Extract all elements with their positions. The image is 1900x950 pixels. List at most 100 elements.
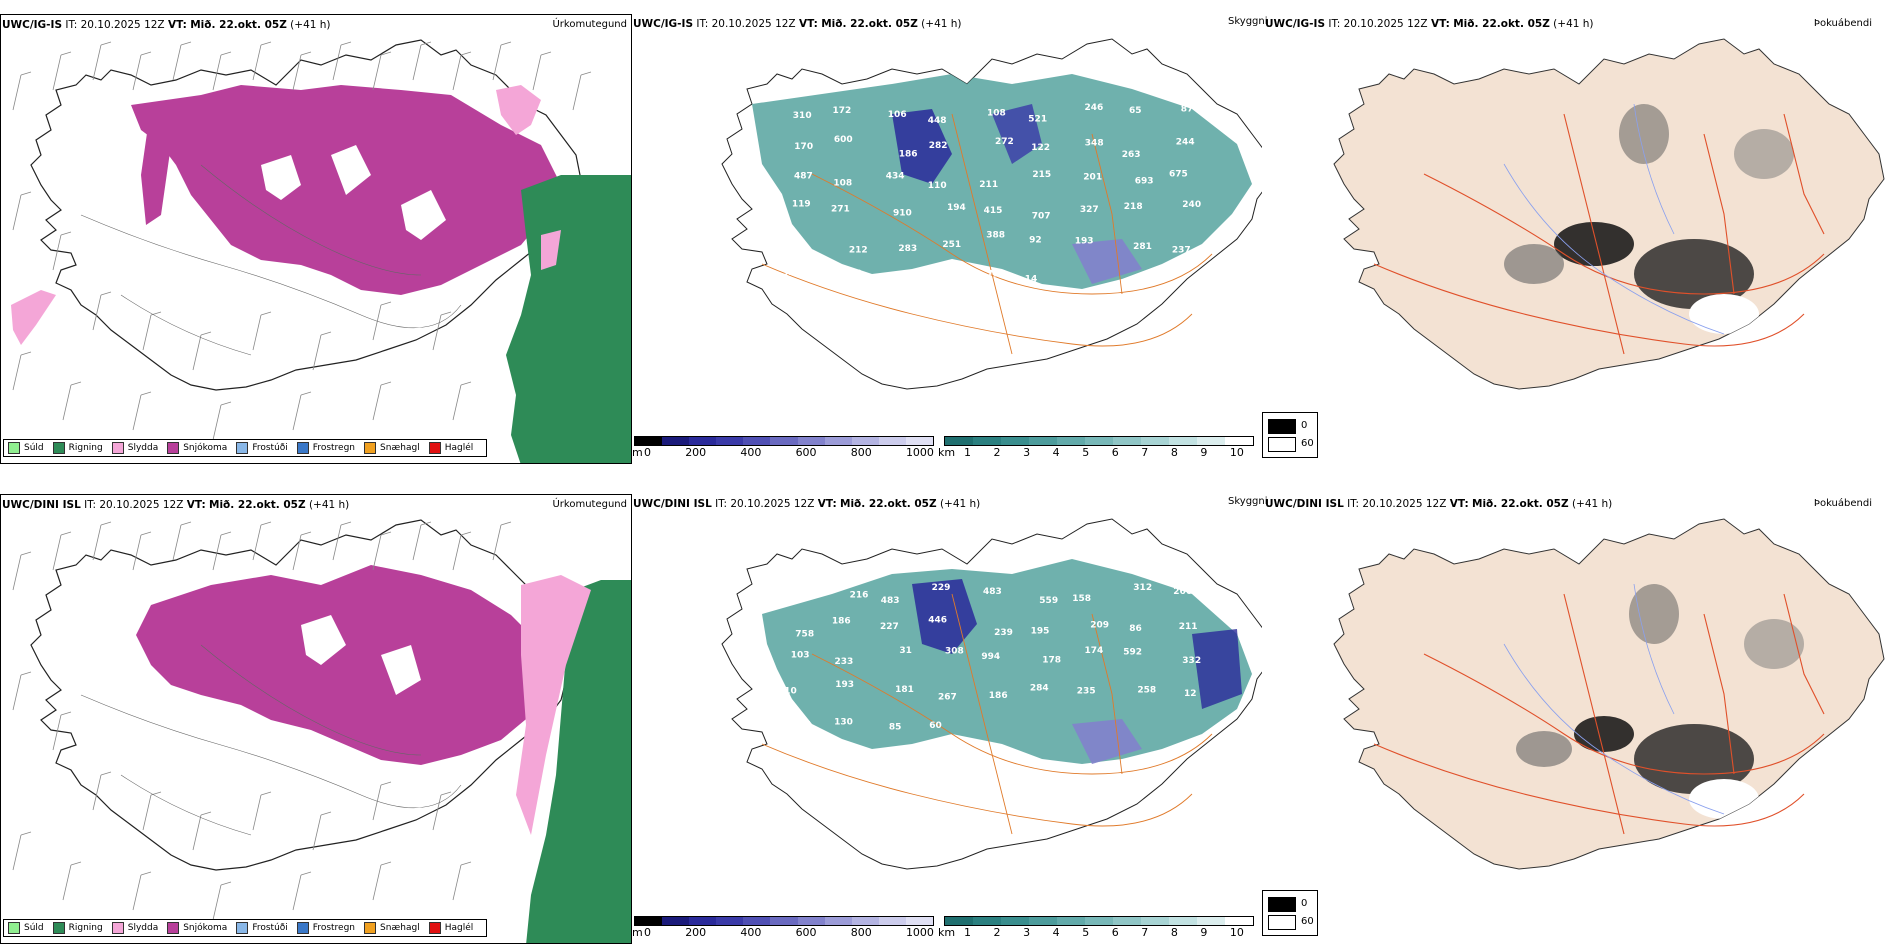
tick: 5 xyxy=(1082,926,1090,939)
legend-label: Frostúði xyxy=(252,923,288,933)
precip-type-panel-row1: UWC/IG-IS IT: 20.10.2025 12Z VT: Mið. 22… xyxy=(0,14,632,464)
cloud-base-label: 312 xyxy=(1133,583,1152,593)
legend-label: Frostregn xyxy=(312,443,356,453)
cloud-base-label: 170 xyxy=(794,142,813,152)
tick: 8 xyxy=(1170,446,1178,459)
snow-area xyxy=(136,565,546,765)
legend-item-rigning: Rigning xyxy=(52,442,103,454)
tick: 5 xyxy=(1082,446,1090,459)
legend-label: Snjókoma xyxy=(183,923,228,933)
rain-area xyxy=(506,175,631,463)
legend-label: Rigning xyxy=(68,923,103,933)
cloud-base-label: 434 xyxy=(886,172,905,182)
legend-item-frostregn: Frostregn xyxy=(296,922,355,934)
swatch-rain xyxy=(52,922,65,934)
precip-type-panel-row2: UWC/DINI ISL IT: 20.10.2025 12Z VT: Mið.… xyxy=(0,494,632,944)
cloud-base-label: 521 xyxy=(1028,115,1047,125)
legend-item-snaehagl: Snæhagl xyxy=(364,442,420,454)
legend-item-sudl: Súld xyxy=(8,442,44,454)
tick: 9 xyxy=(1200,446,1208,459)
swatch-freezing-rain xyxy=(296,922,309,934)
cloud-base-label: 237 xyxy=(1172,245,1191,255)
cloud-base-label: 181 xyxy=(895,685,914,695)
precip-legend-row1: Súld Rigning Slydda Snjókoma Frostúði Fr… xyxy=(3,439,488,457)
cloud-base-label: 211 xyxy=(979,180,998,190)
legend-item-haglel: Haglél xyxy=(428,442,473,454)
legend-item-snjokoma: Snjókoma xyxy=(167,442,227,454)
tick: 0 xyxy=(644,446,651,459)
swatch-freezing-drizzle xyxy=(236,922,249,934)
cloud-base-label: 211 xyxy=(1179,622,1198,632)
cloud-base-colorbar: 0 200 400 600 800 1000 xyxy=(634,436,934,460)
cloud-base-label: 194 xyxy=(947,203,966,213)
tick: 2 xyxy=(993,926,1001,939)
cloud-base-label: 172 xyxy=(833,106,852,116)
cloud-base-label: 559 xyxy=(1039,596,1058,606)
roads xyxy=(761,593,1213,835)
roads xyxy=(1373,593,1825,835)
cloud-base-label: 106 xyxy=(888,110,907,120)
tick: 8 xyxy=(1170,926,1178,939)
fog-swatch-high xyxy=(1268,897,1296,912)
cloud-base-label: 448 xyxy=(928,116,947,126)
legend-item-snaehagl: Snæhagl xyxy=(364,922,420,934)
fog-swatch-low xyxy=(1268,915,1296,930)
legend-label: Súld xyxy=(24,443,44,453)
panel-title-row2-fog: UWC/DINI ISL IT: 20.10.2025 12Z VT: Mið.… xyxy=(1265,498,1613,510)
cloud-base-colorbar: 0 200 400 600 800 1000 xyxy=(634,916,934,940)
cloud-base-label: 233 xyxy=(835,657,854,667)
legend-item-frostregn: Frostregn xyxy=(296,442,356,454)
cloud-base-label: 322 xyxy=(782,268,801,278)
panel-title-row1-fog: UWC/IG-IS IT: 20.10.2025 12Z VT: Mið. 22… xyxy=(1265,18,1594,30)
cloud-base-label: 348 xyxy=(1085,139,1104,149)
cloud-panel-row2: 286 216 483 229 483 559 158 312 266 758 186 227 446 2… xyxy=(632,494,1262,944)
cloud-base-label: 195 xyxy=(1031,627,1050,637)
tick: 6 xyxy=(1111,446,1119,459)
legend-label: Frostúði xyxy=(252,443,288,453)
rivers xyxy=(1503,103,1725,335)
swatch-sleet xyxy=(111,442,124,454)
cloud-base-label: 327 xyxy=(1080,205,1099,215)
tick: 200 xyxy=(685,926,707,939)
tick: 400 xyxy=(740,446,762,459)
wind-barbs xyxy=(12,521,512,921)
precip-map-row2 xyxy=(12,519,631,943)
swatch-drizzle xyxy=(8,922,20,934)
cloud-base-label: 267 xyxy=(938,693,957,703)
cloud-base-label: 758 xyxy=(795,630,814,640)
island-land xyxy=(1333,38,1885,390)
visibility-unit: km xyxy=(938,446,956,459)
legend-label: Slydda xyxy=(127,923,159,933)
cloud-base-label: 286 xyxy=(798,591,817,601)
cloud-base-label: 283 xyxy=(898,244,917,254)
legend-label: Rigning xyxy=(68,443,103,453)
cloud-base-label: 216 xyxy=(850,591,869,601)
cloud-base-label: 251 xyxy=(942,240,961,250)
cloud-base-label: 910 xyxy=(893,208,912,218)
legend-label: Snjókoma xyxy=(183,443,228,453)
legend-item-frostudi: Frostúði xyxy=(236,922,288,934)
fog-swatch-high xyxy=(1268,419,1296,434)
panel-title-row1-cloud: UWC/IG-IS IT: 20.10.2025 12Z VT: Mið. 22… xyxy=(633,18,962,30)
cloud-base-label: 77 xyxy=(798,721,811,731)
tick: 2 xyxy=(993,446,1001,459)
cloud-base-label: 239 xyxy=(994,628,1013,638)
cloud-base-label: 109 xyxy=(880,278,899,288)
fog-swatch-low xyxy=(1268,437,1296,452)
cloud-base-label: 186 xyxy=(832,616,851,626)
cloud-base-label: 483 xyxy=(983,587,1002,597)
cloud-base-label: 600 xyxy=(834,135,853,145)
cloud-base-label: 31 xyxy=(899,646,912,656)
tick: 0 xyxy=(644,926,651,939)
legend-item-haglel: Haglél xyxy=(428,922,473,934)
cloud-base-label: 122 xyxy=(1031,143,1050,153)
visibility-unit: km xyxy=(938,926,956,939)
cloud-base-label: 675 xyxy=(1169,170,1188,180)
cloud-map-row2: 286 216 483 229 483 559 158 312 266 758 186 227 446 2… xyxy=(721,518,1262,870)
tick: 3 xyxy=(1023,926,1031,939)
tick: 10 xyxy=(1229,926,1244,939)
cloud-base-label: 103 xyxy=(791,651,810,661)
cloud-base-label: 110 xyxy=(936,276,955,286)
fog-legend-high: 0 xyxy=(1301,898,1308,909)
tick: 1 xyxy=(964,926,971,939)
